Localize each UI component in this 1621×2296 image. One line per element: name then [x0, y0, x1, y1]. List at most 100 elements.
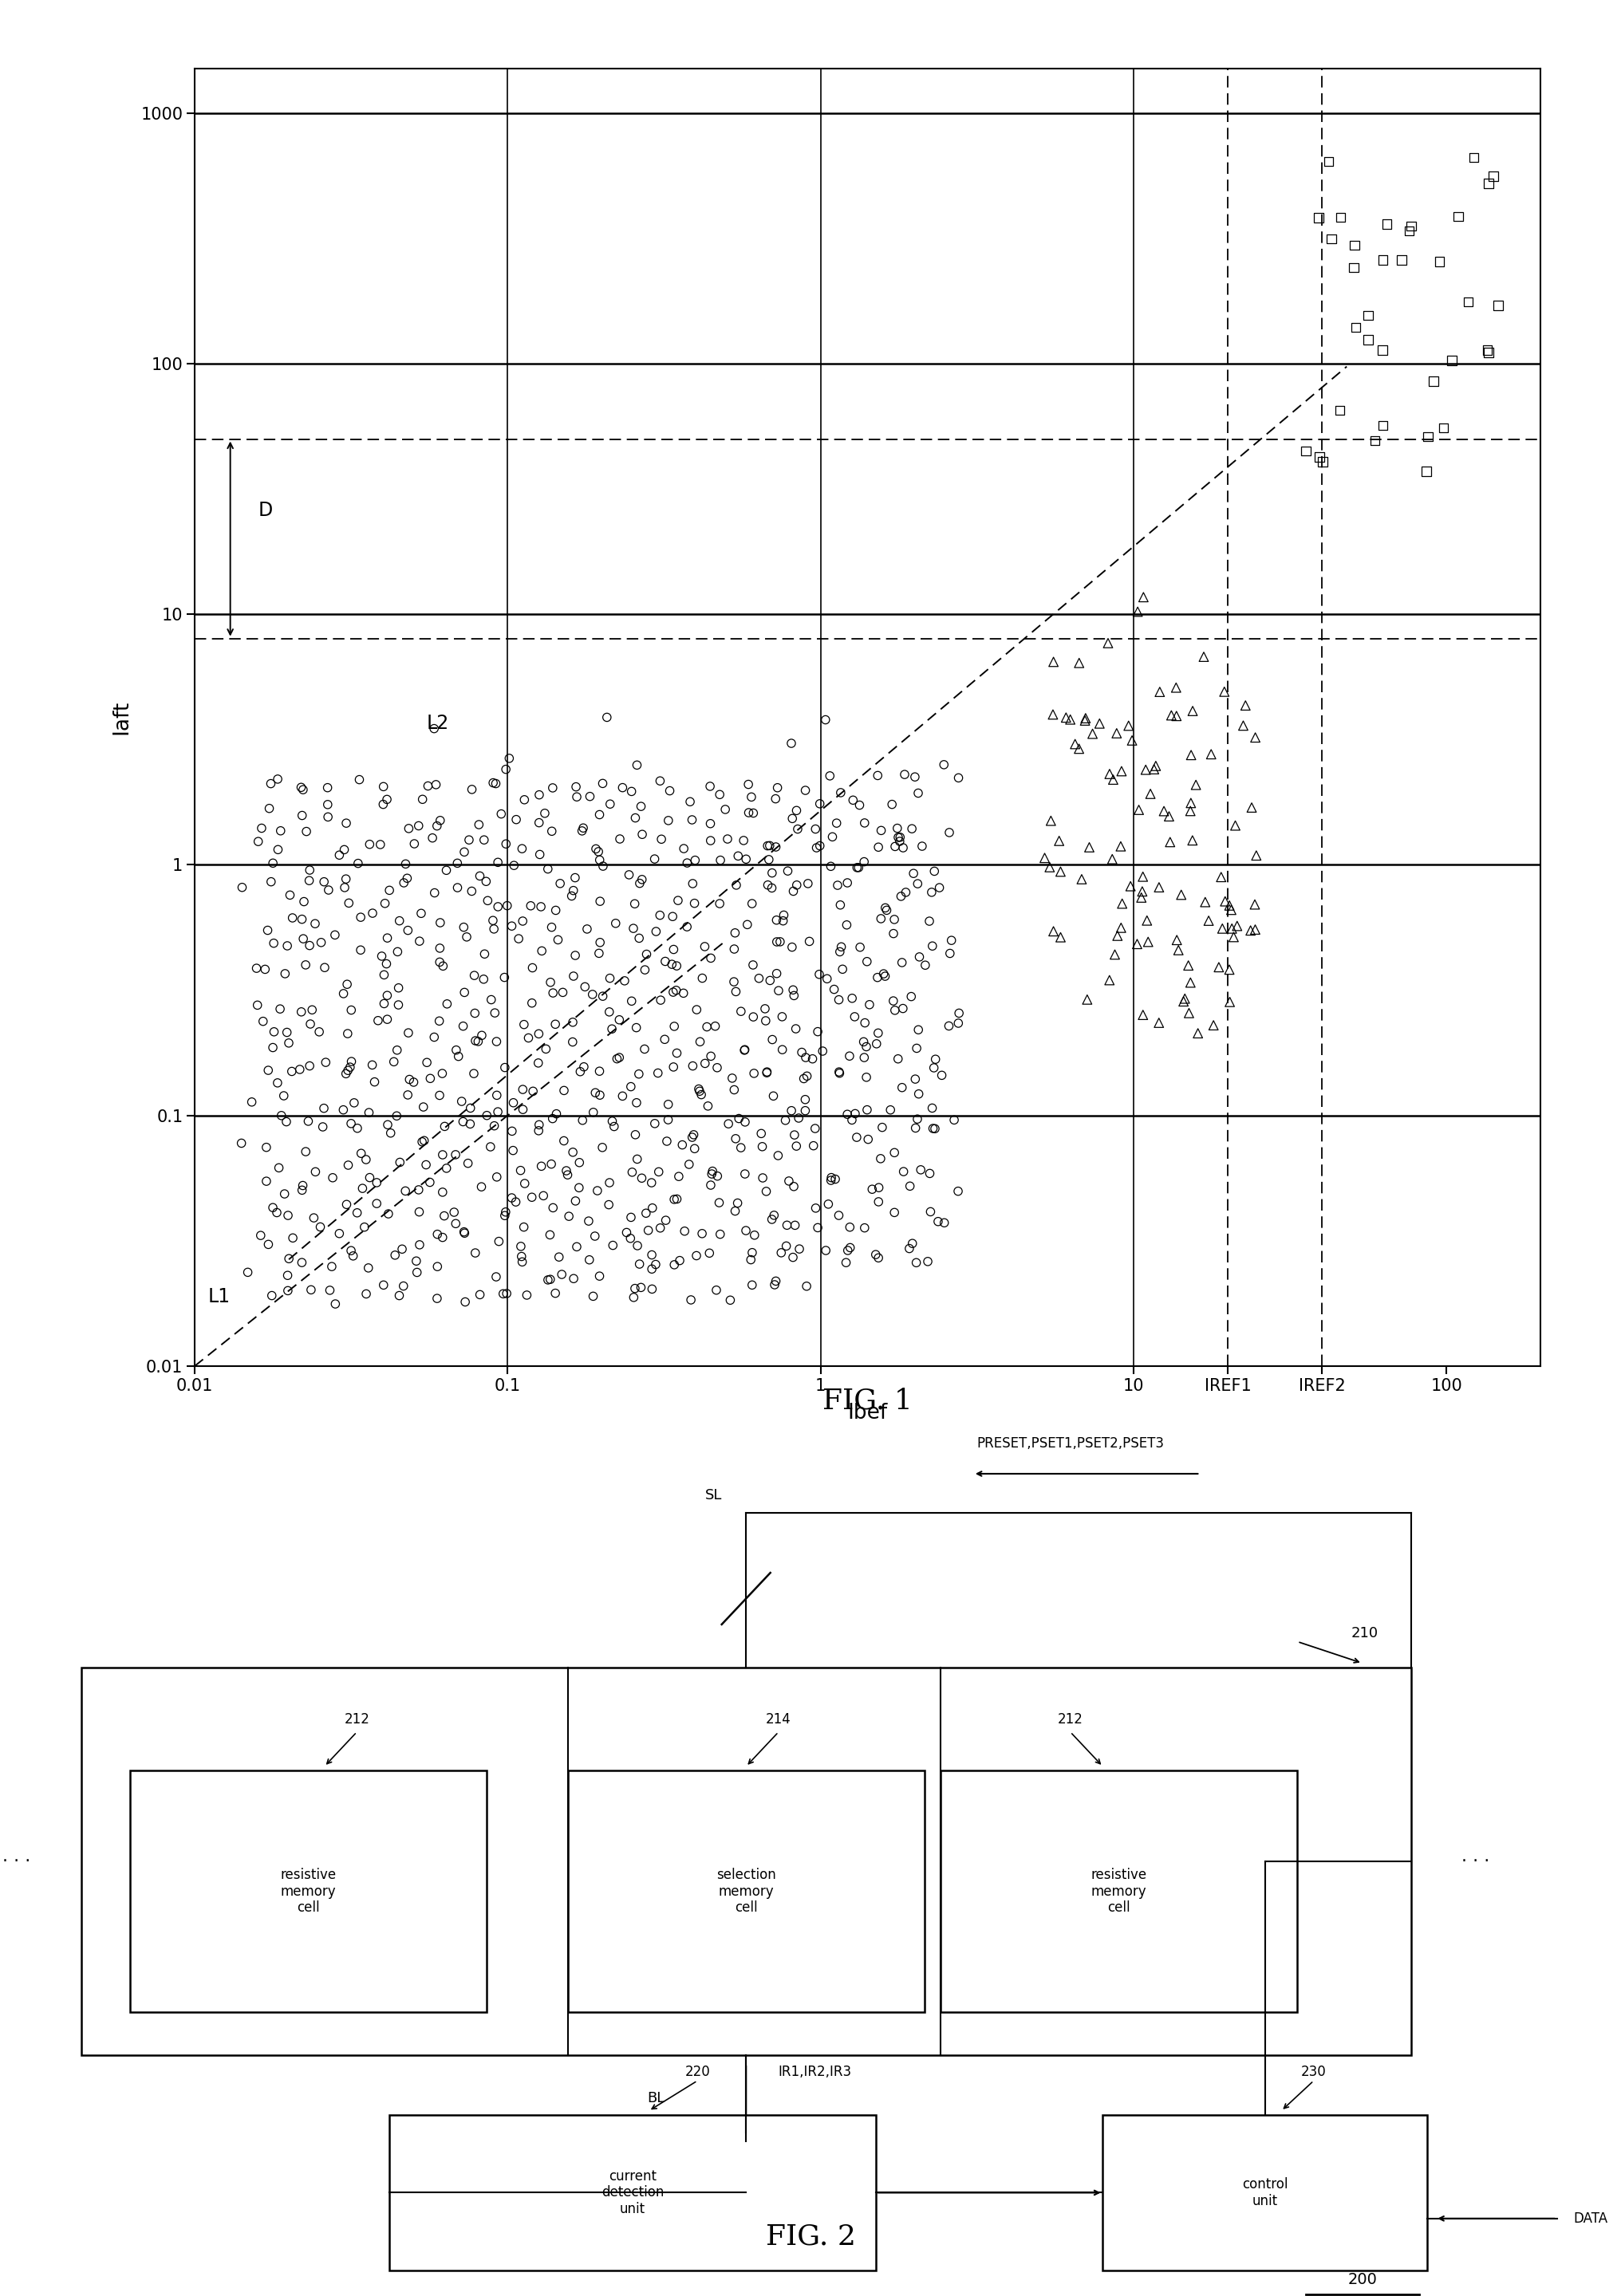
Point — [624, 1228, 650, 1265]
Point — [417, 1061, 443, 1097]
Point — [686, 1070, 712, 1107]
Point — [528, 932, 554, 969]
Text: 212: 212 — [1057, 1713, 1083, 1727]
Point — [473, 863, 499, 900]
Point — [451, 833, 477, 870]
Point — [655, 801, 681, 838]
Point — [645, 1153, 671, 1189]
Point — [392, 1173, 418, 1210]
Point — [1162, 698, 1188, 735]
Point — [525, 1111, 551, 1148]
Point — [913, 946, 939, 983]
Point — [420, 820, 446, 856]
Point — [806, 955, 832, 992]
Point — [590, 765, 616, 801]
Point — [851, 843, 877, 879]
Point — [652, 944, 678, 980]
Point — [905, 866, 930, 902]
Point — [780, 1169, 806, 1205]
Point — [1305, 200, 1331, 236]
Point — [801, 1127, 827, 1164]
Point — [430, 1137, 456, 1173]
Point — [856, 987, 882, 1024]
Point — [493, 751, 519, 788]
Point — [514, 1277, 540, 1313]
Point — [754, 866, 780, 902]
Point — [898, 978, 924, 1015]
Point — [817, 847, 843, 884]
Point — [374, 978, 400, 1015]
Point — [462, 1235, 488, 1272]
Point — [1208, 859, 1234, 895]
Point — [669, 976, 695, 1013]
Point — [823, 806, 849, 843]
Point — [425, 1217, 451, 1254]
Point — [684, 992, 710, 1029]
Point — [574, 912, 600, 948]
Point — [1326, 393, 1352, 429]
Point — [880, 1194, 906, 1231]
Point — [478, 980, 504, 1017]
Point — [762, 781, 788, 817]
Point — [1242, 912, 1268, 948]
Point — [827, 774, 853, 810]
Point — [1096, 962, 1122, 999]
Point — [289, 797, 314, 833]
Point — [653, 1201, 679, 1238]
Point — [679, 866, 705, 902]
Point — [537, 964, 562, 1001]
Point — [468, 1017, 494, 1054]
Point — [840, 781, 866, 817]
Point — [562, 937, 588, 974]
Point — [622, 1270, 648, 1306]
Point — [443, 1031, 468, 1068]
Point — [590, 978, 616, 1015]
Point — [392, 845, 418, 882]
Point — [621, 909, 647, 946]
Point — [1388, 241, 1414, 278]
Point — [297, 852, 323, 889]
Point — [660, 1049, 686, 1086]
Text: 220: 220 — [684, 2064, 710, 2080]
Point — [485, 845, 511, 882]
Point — [945, 1173, 971, 1210]
Point — [712, 792, 738, 829]
Point — [1107, 909, 1133, 946]
Point — [553, 1153, 579, 1189]
Point — [1191, 884, 1217, 921]
Point — [781, 1116, 807, 1153]
Point — [935, 815, 961, 852]
Point — [254, 1052, 280, 1088]
Point — [361, 1063, 387, 1100]
Point — [261, 925, 287, 962]
Point — [1167, 877, 1193, 914]
Point — [1177, 964, 1203, 1001]
Point — [622, 1010, 648, 1047]
Point — [376, 872, 402, 909]
Point — [644, 914, 669, 951]
Text: PRESET,PSET1,PSET2,PSET3: PRESET,PSET1,PSET2,PSET3 — [976, 1437, 1164, 1451]
Point — [1135, 923, 1161, 960]
Point — [472, 937, 498, 974]
Point — [893, 875, 919, 912]
Point — [752, 1003, 778, 1040]
Point — [499, 1114, 525, 1150]
Point — [426, 930, 452, 967]
Point — [900, 854, 926, 891]
Bar — [389, 2115, 875, 2271]
Point — [386, 1277, 412, 1313]
Point — [384, 934, 410, 971]
Point — [276, 1196, 302, 1233]
Point — [883, 810, 909, 847]
Point — [1195, 902, 1221, 939]
Point — [686, 1072, 712, 1109]
Point — [721, 1192, 747, 1228]
Point — [1123, 592, 1149, 629]
Point — [836, 1208, 862, 1244]
Point — [772, 1102, 798, 1139]
Point — [593, 698, 619, 735]
Point — [1151, 792, 1177, 829]
Point — [1037, 801, 1063, 838]
Point — [639, 1270, 665, 1306]
Point — [295, 1102, 321, 1139]
